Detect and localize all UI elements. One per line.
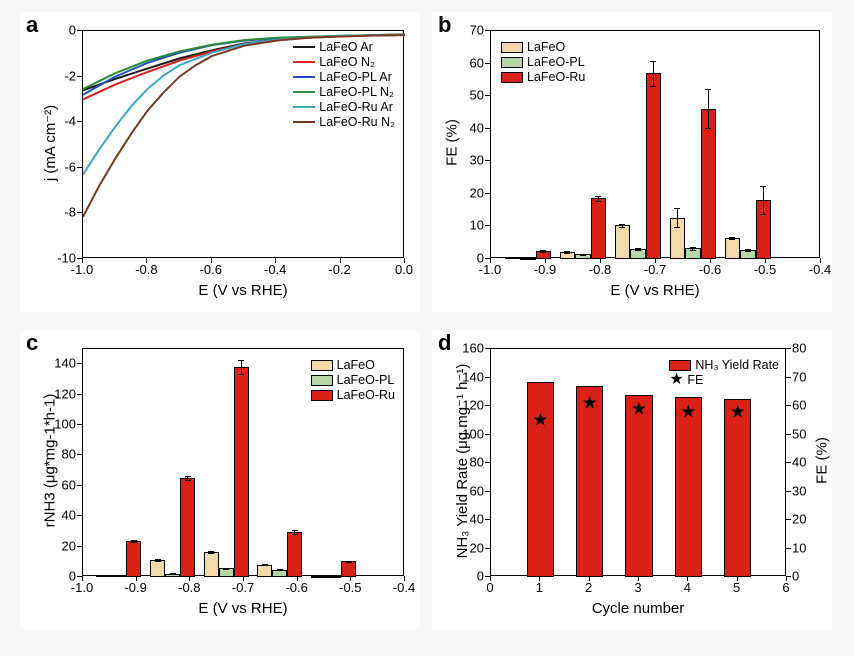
panel-b-ylabel: FE (%): [444, 83, 461, 203]
panel-c: c LaFeOLaFeO-PLLaFeO-Ru -1.0-0.9-0.8-0.7…: [20, 330, 420, 630]
panel-d: d NH₃ Yield Rate★FE ★★★★★ 01234560204060…: [432, 330, 832, 630]
panel-a: a LaFeO ArLaFeO N₂LaFeO-PL ArLaFeO-PL N₂…: [20, 12, 420, 312]
bar: [287, 532, 302, 577]
legend-row: LaFeO-PL N₂: [293, 85, 395, 99]
legend-d: NH₃ Yield Rate ★ FE: [667, 355, 781, 390]
bar: [180, 478, 195, 577]
fe-star-icon: ★: [532, 410, 548, 431]
fe-star-icon: ★: [582, 393, 598, 414]
legend-label: LaFeO Ar: [319, 40, 373, 54]
bar: [675, 397, 702, 577]
figure: a LaFeO ArLaFeO N₂LaFeO-PL ArLaFeO-PL N₂…: [0, 0, 854, 656]
bar: [591, 198, 606, 259]
bar: [576, 386, 603, 577]
legend-c: LaFeOLaFeO-PLLaFeO-Ru: [309, 355, 397, 405]
bar: [204, 552, 219, 577]
plot-c-area: LaFeOLaFeO-PLLaFeO-Ru: [82, 348, 404, 576]
panel-c-label: c: [26, 330, 38, 356]
panel-c-ylabel: rNH3 (μg*mg-1*h-1): [42, 361, 59, 561]
plot-a-area: LaFeO ArLaFeO N₂LaFeO-PL ArLaFeO-PL N₂La…: [82, 30, 404, 258]
legend-label: LaFeO-Ru Ar: [319, 100, 393, 114]
legend-label: LaFeO-Ru: [337, 388, 395, 402]
panel-b-xlabel: E (V vs RHE): [490, 282, 820, 299]
panel-b: b LaFeOLaFeO-PLLaFeO-Ru -1.0-0.9-0.8-0.7…: [432, 12, 832, 312]
fe-star-icon: ★: [730, 401, 746, 422]
bar: [257, 565, 272, 577]
star-icon: ★: [669, 373, 683, 387]
plot-d-area: NH₃ Yield Rate ★ FE ★ ★ ★ ★ ★: [490, 348, 786, 576]
panel-d-ylabel-r: FE (%): [814, 411, 831, 511]
legend-row: LaFeO-PL: [311, 373, 395, 387]
legend-row: LaFeO-PL Ar: [293, 70, 395, 84]
plot-b-area: LaFeOLaFeO-PLLaFeO-Ru: [490, 30, 820, 258]
legend-row: LaFeO Ar: [293, 40, 395, 54]
legend-row: LaFeO N₂: [293, 55, 395, 69]
bar: [234, 367, 249, 577]
legend-row: LaFeO: [501, 40, 585, 54]
legend-label: LaFeO-PL: [527, 55, 585, 69]
panel-a-xlabel: E (V vs RHE): [82, 282, 404, 299]
legend-label: NH₃ Yield Rate: [695, 358, 779, 372]
panel-c-xlabel: E (V vs RHE): [82, 600, 404, 617]
legend-row: LaFeO-Ru: [501, 70, 585, 84]
legend-a: LaFeO ArLaFeO N₂LaFeO-PL ArLaFeO-PL N₂La…: [291, 37, 397, 132]
bar: [625, 395, 652, 577]
legend-row: LaFeO-Ru N₂: [293, 115, 395, 129]
legend-label: LaFeO: [337, 358, 375, 372]
bar: [126, 541, 141, 577]
bar: [341, 561, 356, 577]
panel-d-xlabel: Cycle number: [490, 600, 786, 617]
fe-star-icon: ★: [631, 398, 647, 419]
legend-row: LaFeO-PL: [501, 55, 585, 69]
legend-label: LaFeO: [527, 40, 565, 54]
legend-b: LaFeOLaFeO-PLLaFeO-Ru: [499, 37, 587, 87]
legend-label: LaFeO-PL N₂: [319, 85, 394, 99]
panel-b-label: b: [438, 12, 451, 38]
fe-star-icon: ★: [680, 401, 696, 422]
legend-row: NH₃ Yield Rate: [669, 358, 779, 372]
bar: [701, 109, 716, 259]
panel-d-label: d: [438, 330, 451, 356]
legend-label: LaFeO-Ru N₂: [319, 115, 395, 129]
bar: [150, 560, 165, 577]
bar: [646, 73, 661, 259]
legend-row: ★ FE: [669, 373, 779, 387]
legend-row: LaFeO: [311, 358, 395, 372]
panel-a-label: a: [26, 12, 38, 38]
bar: [724, 399, 751, 577]
legend-label: LaFeO N₂: [319, 55, 375, 69]
panel-d-ylabel-l: NH₃ Yield Rate (μg mg⁻¹ h⁻¹): [453, 351, 471, 571]
legend-label: LaFeO-Ru: [527, 70, 585, 84]
legend-label: LaFeO-PL Ar: [319, 70, 392, 84]
legend-label: LaFeO-PL: [337, 373, 395, 387]
bar: [615, 225, 630, 259]
panel-a-ylabel: j (mA cm⁻²): [41, 63, 59, 223]
bar: [725, 238, 740, 259]
legend-row: LaFeO-Ru: [311, 388, 395, 402]
legend-row: LaFeO-Ru Ar: [293, 100, 395, 114]
legend-label: FE: [687, 373, 703, 387]
